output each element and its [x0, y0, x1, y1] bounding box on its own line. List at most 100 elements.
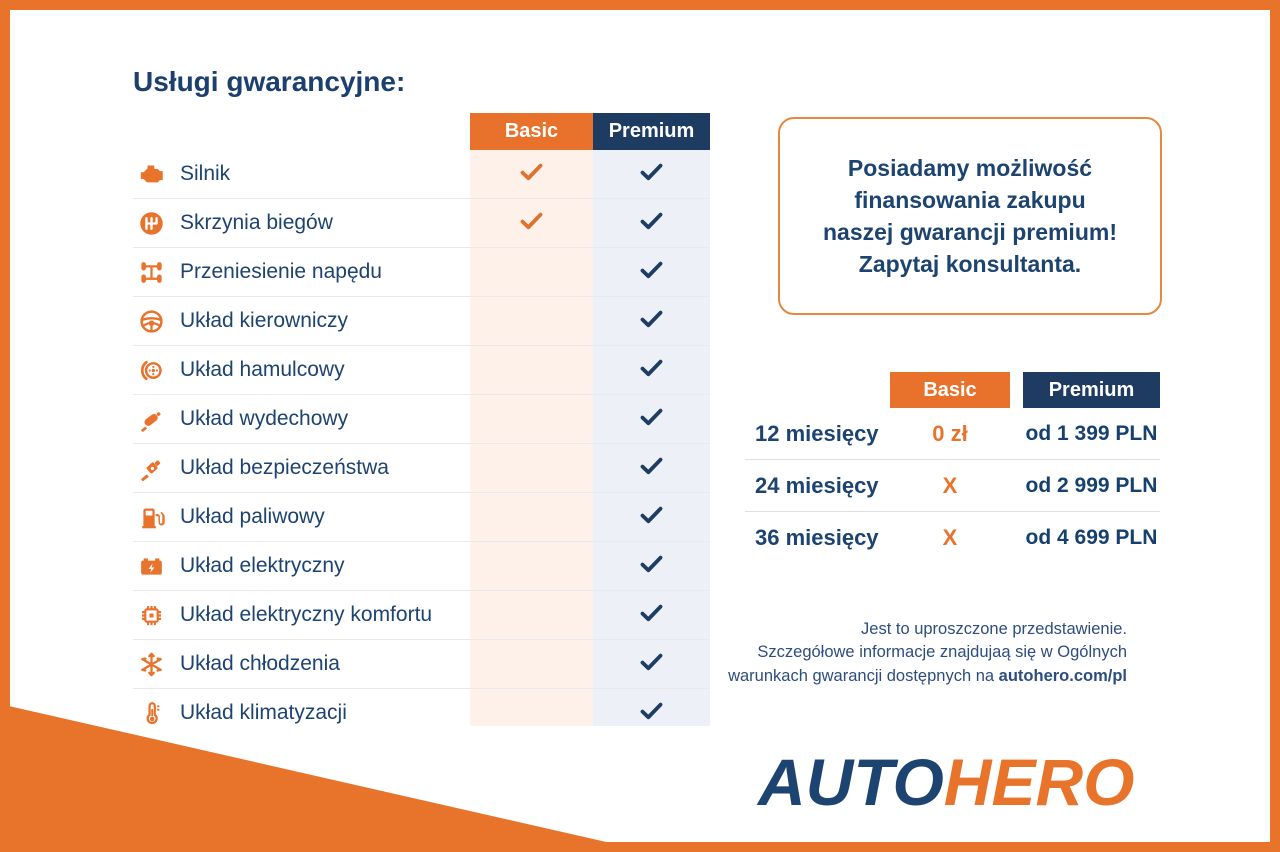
- basic-cell: [470, 689, 593, 737]
- pricing-premium-header: Premium: [1023, 372, 1160, 408]
- row-label: Układ elektryczny komfortu: [180, 603, 433, 626]
- page-title: Usługi gwarancyjne:: [133, 66, 406, 97]
- table-row: Układ chłodzenia: [133, 640, 710, 689]
- pricing-period: 12 miesięcy: [755, 420, 879, 446]
- check-icon: [638, 305, 665, 337]
- premium-cell: [593, 689, 710, 737]
- premium-cell: [593, 640, 710, 688]
- row-label: Układ klimatyzacji: [180, 701, 347, 724]
- pricing-row: 12 miesięcy 0 zł od 1 399 PLN: [745, 408, 1160, 460]
- premium-column-label: Premium: [608, 120, 695, 142]
- row-label: Układ chłodzenia: [180, 652, 340, 675]
- premium-cell: [593, 591, 710, 639]
- pricing-premium-value: od 2 999 PLN: [1025, 473, 1158, 497]
- basic-cell: [470, 395, 593, 443]
- premium-cell: [593, 493, 710, 541]
- disclaimer-line-2: Szczegółowe informacje znajdujaą się w O…: [757, 643, 1127, 662]
- table-row: Układ bezpieczeństwa: [133, 444, 710, 493]
- fuel-icon: [135, 504, 167, 531]
- battery-icon: [135, 553, 167, 580]
- row-label: Przeniesienie napędu: [180, 260, 382, 283]
- pricing-basic-label: Basic: [923, 378, 977, 401]
- basic-cell: [470, 150, 593, 198]
- check-icon: [638, 354, 665, 386]
- basic-cell: [470, 248, 593, 296]
- pricing-basic-header: Basic: [890, 372, 1010, 408]
- autohero-logo: AUTOHERO: [758, 744, 1134, 820]
- basic-cell: [470, 493, 593, 541]
- check-icon: [638, 207, 665, 239]
- pricing-premium-label: Premium: [1048, 378, 1135, 401]
- basic-column-header: Basic: [470, 113, 593, 150]
- chip-icon: [135, 602, 167, 629]
- financing-box: Posiadamy możliwość finansowania zakupu …: [778, 117, 1162, 315]
- brake-icon: [135, 357, 167, 384]
- disclaimer-line-1: Jest to uproszczone przedstawienie.: [861, 620, 1127, 638]
- check-icon: [638, 648, 665, 680]
- premium-cell: [593, 542, 710, 590]
- premium-column-background: [593, 150, 710, 726]
- pricing-premium-value: od 1 399 PLN: [1025, 421, 1158, 445]
- basic-cell: [470, 591, 593, 639]
- table-row: Układ paliwowy: [133, 493, 710, 542]
- check-icon: [638, 452, 665, 484]
- premium-cell: [593, 395, 710, 443]
- thermometer-icon: [135, 700, 167, 727]
- check-icon: [638, 256, 665, 288]
- check-icon: [638, 158, 665, 190]
- check-icon: [638, 697, 665, 729]
- table-row: Układ hamulcowy: [133, 346, 710, 395]
- table-row: Układ elektryczny komfortu: [133, 591, 710, 640]
- check-icon: [638, 599, 665, 631]
- table-row: Układ klimatyzacji: [133, 689, 710, 737]
- disclaimer-line-3-text: warunkach gwarancji dostępnych na: [728, 666, 999, 685]
- check-icon: [638, 550, 665, 582]
- table-row: Silnik: [133, 150, 710, 199]
- gearbox-icon: [135, 210, 167, 237]
- basic-cell: [470, 199, 593, 247]
- basic-cell: [470, 542, 593, 590]
- premium-cell: [593, 297, 710, 345]
- basic-cell: [470, 640, 593, 688]
- basic-column-background: [470, 150, 593, 726]
- table-row: Układ wydechowy: [133, 395, 710, 444]
- check-icon: [518, 158, 545, 190]
- premium-cell: [593, 199, 710, 247]
- premium-cell: [593, 444, 710, 492]
- basic-cell: [470, 444, 593, 492]
- disclaimer-line-3: warunkach gwarancji dostępnych na autohe…: [700, 665, 1127, 688]
- basic-cell: [470, 346, 593, 394]
- row-label: Układ elektryczny: [180, 554, 345, 577]
- row-label: Skrzynia biegów: [180, 211, 333, 234]
- premium-column-header: Premium: [593, 113, 710, 150]
- pricing-basic-value: X: [942, 472, 958, 498]
- row-label: Układ paliwowy: [180, 505, 325, 528]
- exhaust-icon: [135, 406, 167, 433]
- check-icon: [518, 207, 545, 239]
- row-label: Układ hamulcowy: [180, 358, 345, 381]
- disclaimer-url: autohero.com/pl: [998, 666, 1127, 685]
- pricing-basic-value: 0 zł: [932, 420, 968, 446]
- pricing-period: 36 miesięcy: [755, 524, 879, 550]
- steering-icon: [135, 308, 167, 335]
- table-row: Układ elektryczny: [133, 542, 710, 591]
- warranty-rows: Silnik Skrzynia biegów Przeniesienie napęd…: [133, 150, 710, 737]
- disclaimer: Jest to uproszczone przedstawienie. Szcz…: [700, 618, 1127, 688]
- basic-cell: [470, 297, 593, 345]
- engine-icon: [135, 161, 167, 188]
- premium-cell: [593, 346, 710, 394]
- table-row: Skrzynia biegów: [133, 199, 710, 248]
- row-label: Silnik: [180, 162, 231, 185]
- premium-cell: [593, 150, 710, 198]
- check-icon: [638, 501, 665, 533]
- logo-auto: AUTO: [758, 745, 944, 819]
- pricing-period: 24 miesięcy: [755, 472, 879, 498]
- basic-column-label: Basic: [504, 120, 559, 142]
- row-label: Układ kierowniczy: [180, 309, 349, 332]
- premium-cell: [593, 248, 710, 296]
- row-label: Układ bezpieczeństwa: [180, 456, 389, 479]
